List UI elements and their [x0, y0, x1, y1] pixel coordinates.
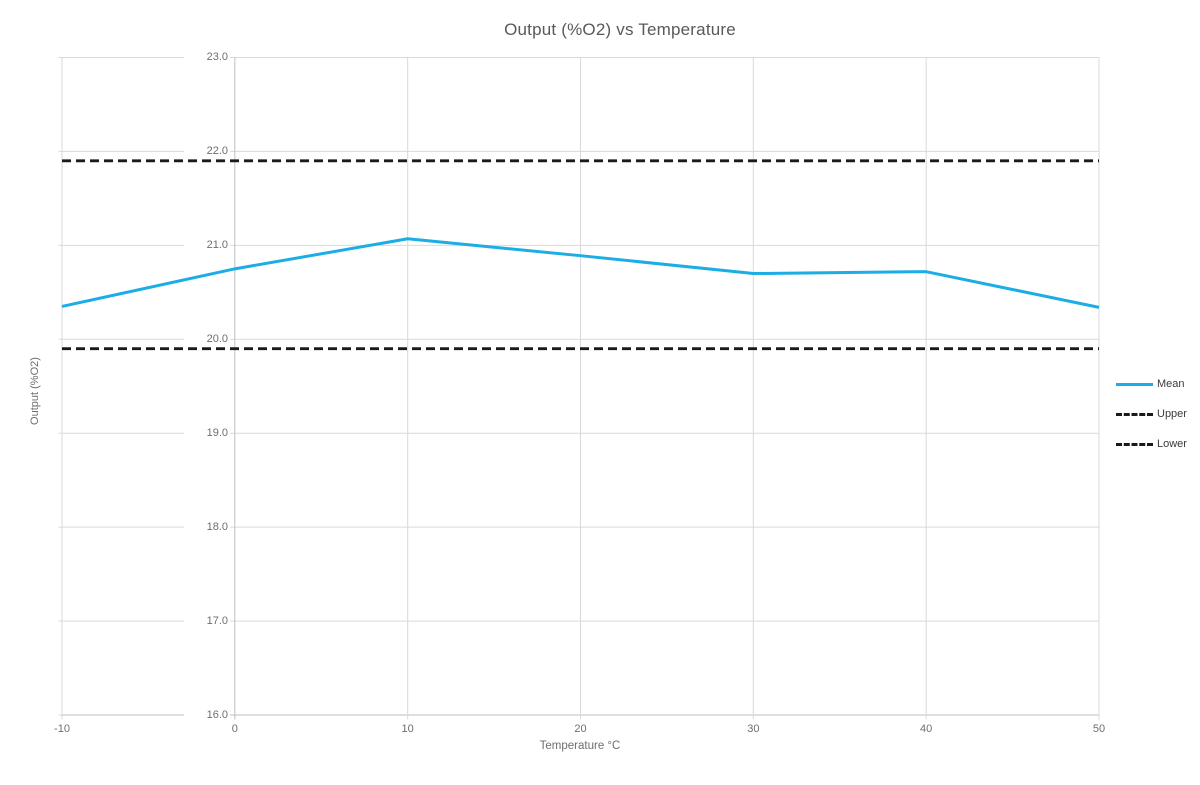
y-tick-label: 17.0 [184, 613, 230, 629]
x-tick-label: 20 [574, 723, 587, 735]
y-tick-label: 16.0 [184, 707, 230, 723]
legend-solid-line-swatch [1116, 382, 1153, 386]
x-tick-label: -10 [54, 723, 70, 735]
legend-label: Mean [1157, 378, 1185, 390]
legend-item-lower: Lower [1116, 429, 1187, 459]
x-tick-label: 30 [747, 723, 760, 735]
x-axis-title: Temperature °C [539, 740, 621, 752]
x-tick-label: 40 [920, 723, 933, 735]
y-tick-label: 22.0 [184, 143, 230, 159]
legend: Mean Upper Lower [1116, 369, 1187, 459]
y-tick-label: 23.0 [184, 50, 230, 65]
legend-item-mean: Mean [1116, 369, 1187, 399]
series-line-mean [61, 237, 1100, 309]
legend-label: Lower [1157, 438, 1187, 450]
x-tick-label: 10 [401, 723, 414, 735]
legend-item-upper: Upper [1116, 399, 1187, 429]
legend-dashed-line-swatch [1116, 442, 1153, 446]
y-tick-label: 19.0 [184, 425, 230, 441]
y-axis-title: Output (%O2) [29, 357, 41, 425]
x-tick-label: 0 [231, 723, 238, 735]
x-tick-label: 50 [1092, 723, 1106, 735]
y-tick-label: 20.0 [184, 331, 230, 347]
chart-title: Output (%O2) vs Temperature [504, 20, 736, 39]
y-tick-label: 21.0 [184, 237, 230, 253]
y-tick-label: 18.0 [184, 519, 230, 535]
legend-dashed-line-swatch [1116, 412, 1153, 416]
legend-label: Upper [1157, 408, 1187, 420]
